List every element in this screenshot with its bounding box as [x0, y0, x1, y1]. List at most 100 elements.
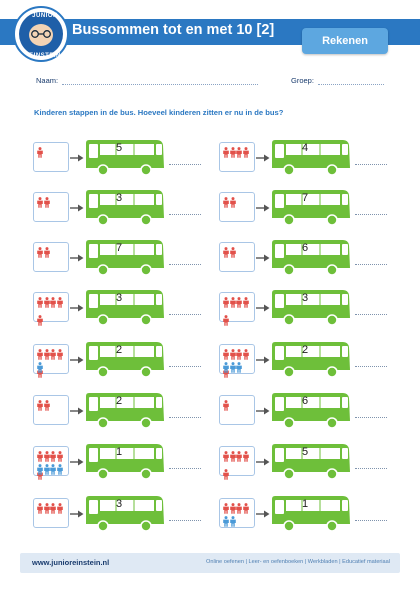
instruction-text: Kinderen stappen in de bus. Hoeveel kind…: [34, 108, 284, 117]
name-label: Naam:: [36, 76, 59, 85]
red-child-icon: [229, 247, 236, 258]
bus-passenger-count: 3: [115, 292, 123, 304]
answer-field[interactable]: [355, 468, 387, 469]
arrow-right-icon: [70, 356, 84, 364]
red-child-icon: [37, 147, 43, 158]
red-child-icon: [223, 147, 229, 158]
blue-child-icon: [37, 464, 43, 475]
arrow-right-icon: [70, 407, 84, 415]
blue-child-icon: [223, 516, 229, 527]
kids-box: [33, 498, 69, 528]
arrow-right-icon: [70, 254, 84, 262]
red-child-icon: [43, 247, 50, 258]
kids-box: [219, 344, 255, 378]
red-child-icon: [43, 197, 50, 208]
bus-icon: [86, 342, 164, 378]
name-field[interactable]: [62, 84, 258, 85]
red-kids-group: [223, 145, 249, 158]
blue-kids-group: [37, 462, 63, 475]
kids-box: [33, 344, 69, 378]
answer-field[interactable]: [169, 164, 201, 165]
red-child-icon: [229, 297, 236, 308]
kids-box: [219, 395, 255, 425]
red-kids-group: [37, 449, 68, 480]
bus-icon: [272, 290, 350, 326]
red-kids-group: [37, 245, 50, 258]
kids-box: [33, 292, 69, 326]
kids-box: [33, 142, 69, 172]
red-child-icon: [37, 400, 43, 411]
bus-passenger-count: 2: [115, 344, 123, 356]
red-kids-group: [37, 501, 63, 514]
answer-field[interactable]: [169, 417, 201, 418]
red-child-icon: [37, 349, 43, 360]
red-child-icon: [242, 503, 249, 514]
exercise-row: 3: [33, 288, 228, 326]
exercise-row: 6: [219, 391, 414, 429]
arrow-right-icon: [256, 356, 270, 364]
bus-icon: [272, 393, 350, 429]
red-child-icon: [229, 503, 236, 514]
arrow-right-icon: [70, 510, 84, 518]
answer-field[interactable]: [355, 314, 387, 315]
exercise-row: 4: [219, 138, 414, 176]
subject-badge: Rekenen: [302, 28, 388, 54]
answer-field[interactable]: [169, 264, 201, 265]
group-field[interactable]: [318, 84, 384, 85]
group-label: Groep:: [291, 76, 314, 85]
answer-field[interactable]: [169, 468, 201, 469]
logo-text-bottom: EINSTEIN: [29, 53, 61, 59]
kids-box: [33, 446, 69, 480]
answer-field[interactable]: [169, 214, 201, 215]
red-child-icon: [37, 297, 43, 308]
exercise-row: 7: [33, 238, 228, 276]
bus-icon: [86, 140, 164, 176]
red-child-icon: [50, 451, 56, 462]
red-kids-group: [223, 195, 236, 208]
answer-field[interactable]: [355, 366, 387, 367]
red-child-icon: [236, 297, 242, 308]
arrow-right-icon: [256, 510, 270, 518]
blue-child-icon: [223, 362, 229, 373]
exercise-row: 1: [219, 494, 414, 532]
arrow-right-icon: [256, 254, 270, 262]
blue-child-icon: [229, 516, 236, 527]
red-child-icon: [236, 451, 242, 462]
exercise-row: 3: [219, 288, 414, 326]
red-child-icon: [37, 197, 43, 208]
red-child-icon: [236, 503, 242, 514]
red-child-icon: [223, 315, 229, 326]
arrow-right-icon: [256, 204, 270, 212]
blue-child-icon: [37, 362, 43, 373]
junior-einstein-logo[interactable]: JUNIOR EINSTEIN: [13, 6, 69, 62]
answer-field[interactable]: [169, 366, 201, 367]
answer-field[interactable]: [169, 314, 201, 315]
red-kids-group: [223, 449, 254, 480]
answer-field[interactable]: [355, 264, 387, 265]
red-child-icon: [50, 297, 56, 308]
red-kids-group: [37, 145, 44, 158]
answer-field[interactable]: [355, 417, 387, 418]
arrow-right-icon: [256, 407, 270, 415]
red-child-icon: [229, 349, 236, 360]
footer: www.junioreinstein.nl Online oefenen | L…: [20, 553, 400, 573]
answer-field[interactable]: [355, 520, 387, 521]
blue-child-icon: [229, 362, 236, 373]
kids-box: [219, 192, 255, 222]
red-child-icon: [56, 349, 63, 360]
red-child-icon: [43, 400, 50, 411]
red-child-icon: [242, 297, 249, 308]
red-child-icon: [223, 297, 229, 308]
footer-url-link[interactable]: www.junioreinstein.nl: [32, 558, 110, 567]
red-child-icon: [223, 197, 229, 208]
red-child-icon: [223, 469, 229, 480]
bus-passenger-count: 6: [301, 242, 309, 254]
bus-passenger-count: 4: [301, 142, 309, 154]
footer-links[interactable]: Online oefenen | Leer- en oefenboeken | …: [206, 559, 390, 565]
red-child-icon: [229, 147, 236, 158]
answer-field[interactable]: [355, 214, 387, 215]
answer-field[interactable]: [355, 164, 387, 165]
red-child-icon: [236, 147, 242, 158]
answer-field[interactable]: [169, 520, 201, 521]
bus-icon: [86, 240, 164, 276]
